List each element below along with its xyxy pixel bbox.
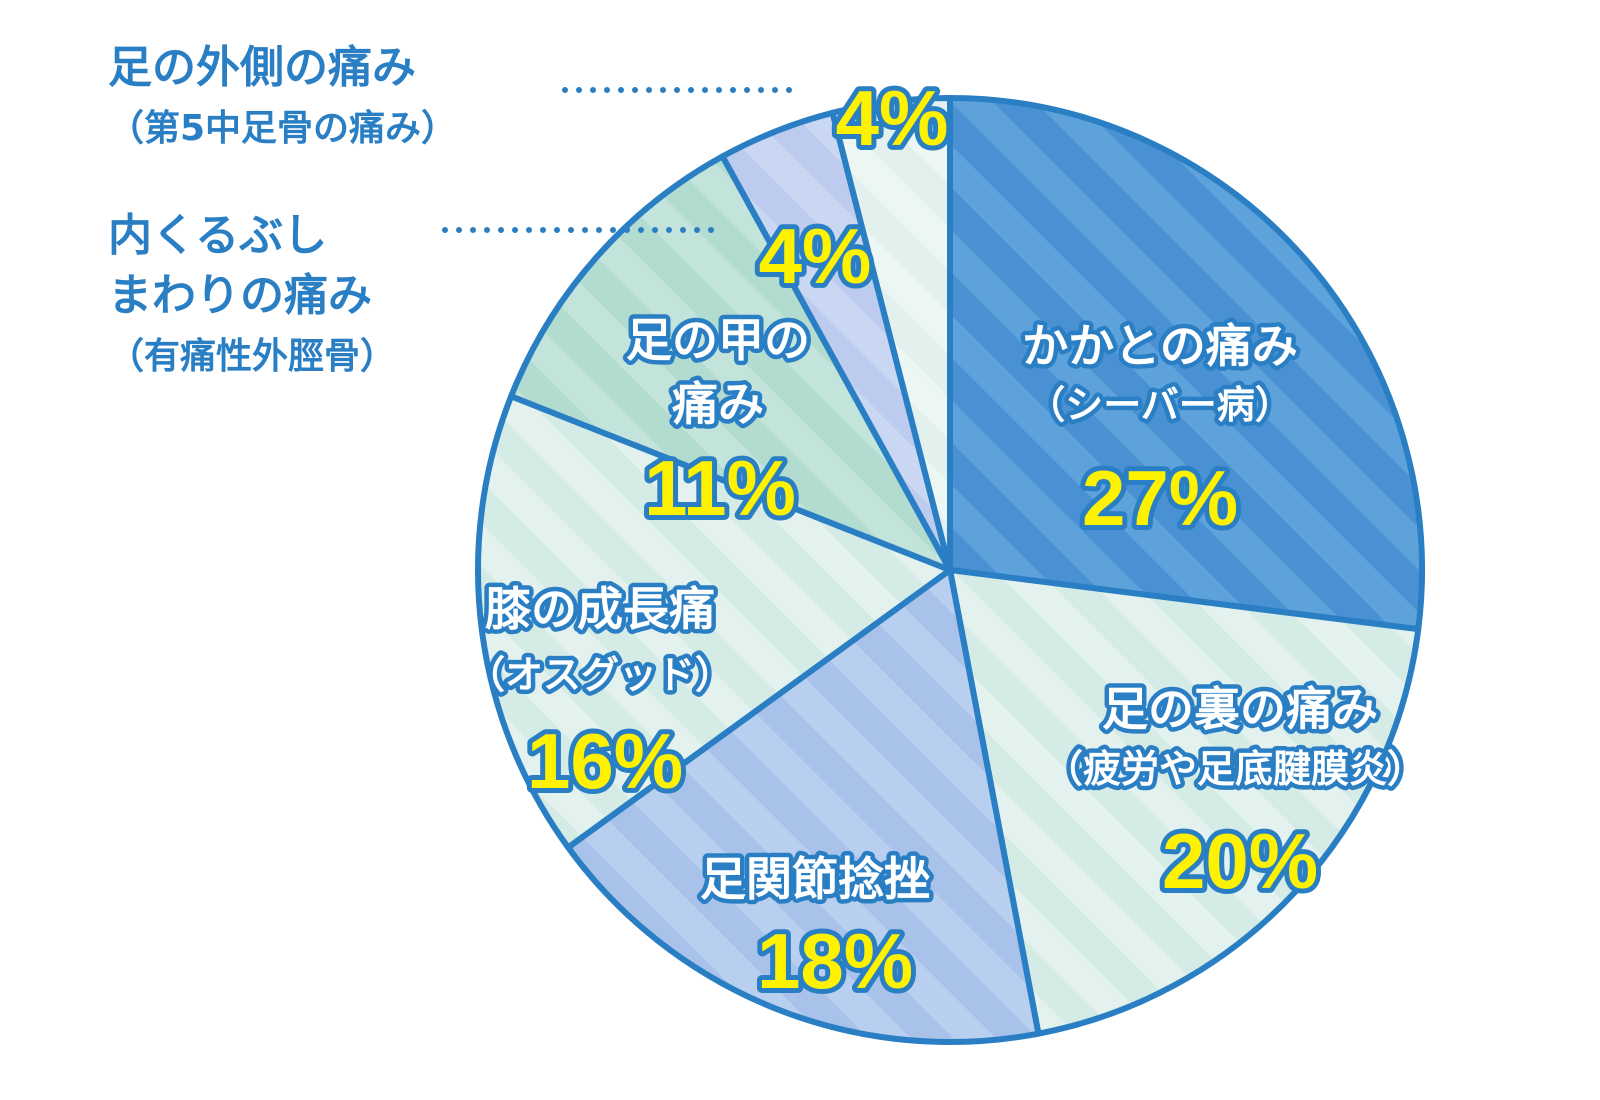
sublabel-sole: （疲労や足底腱膜炎）: [1045, 747, 1425, 791]
percent-sole: 20%: [1162, 817, 1318, 905]
pie-slice-6: [829, 95, 953, 573]
pie-slice-1: [947, 567, 1422, 1037]
label-instep: 足の甲の: [626, 313, 810, 367]
percent-medial-ankle: 4%: [759, 212, 872, 300]
sublabel-instep: 痛み: [672, 377, 764, 431]
pie-slice-0: [947, 95, 1425, 633]
pie-slice-2: [565, 567, 1042, 1045]
pie-slice-3: [475, 393, 953, 851]
outside-label-lateral-foot: 足の外側の痛み: [108, 42, 416, 93]
percent-heel: 27%: [1082, 454, 1238, 542]
sublabel-knee: （オスグッド）: [467, 653, 733, 697]
label-heel: かかとの痛み: [1022, 319, 1298, 373]
label-ankle: 足関節捻挫: [700, 852, 930, 906]
label-knee: 膝の成長痛: [485, 582, 715, 636]
outside-label2-medial-ankle: まわりの痛み: [108, 270, 372, 321]
outside-sublabel-lateral-foot: （第5中足骨の痛み）: [108, 108, 457, 149]
outside-sublabel-medial-ankle: （有痛性外脛骨）: [108, 336, 396, 377]
percent-lateral-foot: 4%: [836, 74, 949, 162]
sublabel-heel: （シーバー病）: [1027, 383, 1293, 427]
percent-ankle: 18%: [757, 917, 913, 1005]
pie-slices: [475, 95, 1425, 1045]
outside-label-medial-ankle: 内くるぶし: [108, 210, 327, 261]
label-sole: 足の裏の痛み: [1102, 682, 1378, 736]
pie-slice-4: [508, 153, 953, 573]
percent-instep: 11%: [644, 444, 796, 532]
percent-knee: 16%: [527, 717, 683, 805]
